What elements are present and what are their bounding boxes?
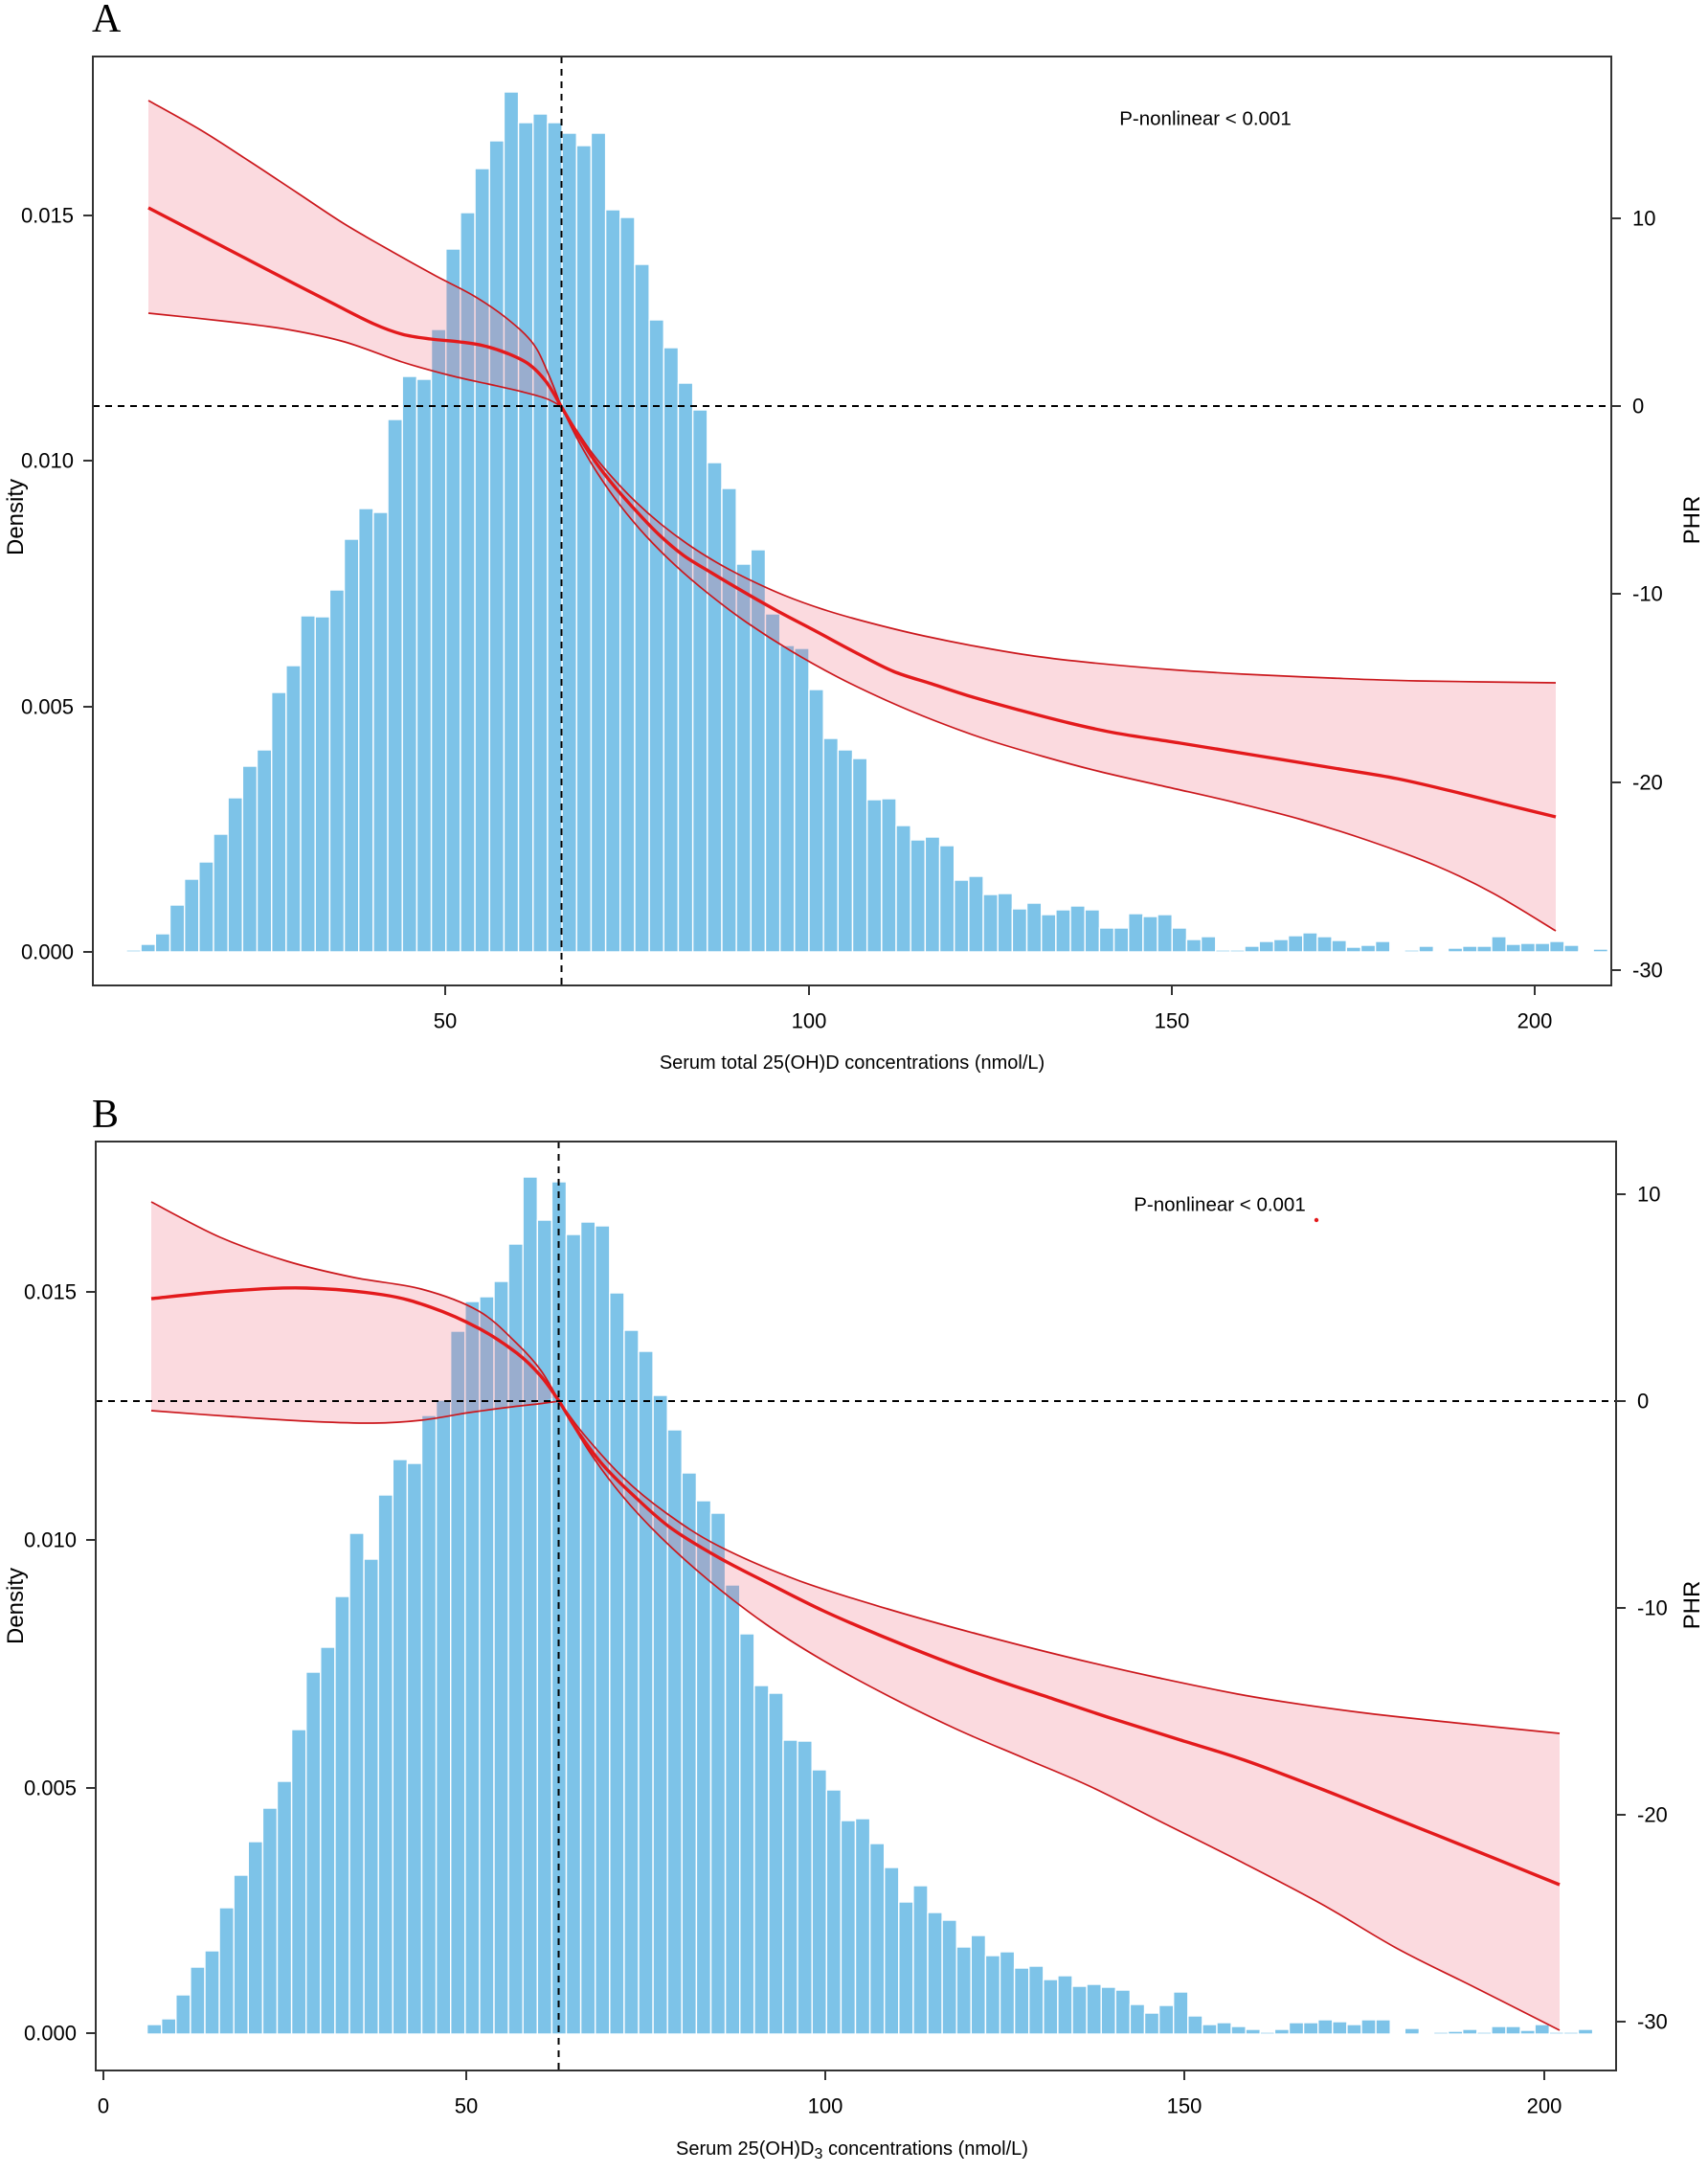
svg-text:A: A [92,0,122,41]
svg-text:100: 100 [808,2094,843,2118]
svg-text:P-nonlinear < 0.001: P-nonlinear < 0.001 [1134,1194,1306,1216]
svg-text:-30: -30 [1637,2010,1668,2034]
svg-text:150: 150 [1155,1009,1190,1033]
svg-text:50: 50 [455,2094,478,2118]
svg-text:0.000: 0.000 [24,2022,77,2046]
svg-text:10: 10 [1632,207,1655,231]
svg-text:0.015: 0.015 [21,204,74,228]
svg-text:-30: -30 [1632,959,1663,983]
svg-text:0: 0 [98,2094,109,2118]
svg-text:Density: Density [3,1568,29,1644]
svg-text:0.005: 0.005 [24,1776,77,1800]
svg-text:-20: -20 [1632,771,1663,795]
svg-text:PHR: PHR [1679,1581,1705,1630]
svg-text:0.010: 0.010 [21,449,74,473]
svg-text:0.015: 0.015 [24,1280,77,1304]
svg-text:0: 0 [1637,1390,1649,1414]
svg-text:100: 100 [792,1009,827,1033]
svg-text:B: B [92,1093,119,1137]
svg-text:Serum 25(OH)D3 concentrations: Serum 25(OH)D3 concentrations (nmol/L) [676,2138,1028,2162]
svg-text:0: 0 [1632,395,1644,419]
svg-text:PHR: PHR [1679,496,1705,545]
svg-text:200: 200 [1527,2094,1562,2118]
svg-text:10: 10 [1637,1183,1660,1207]
svg-text:-10: -10 [1637,1596,1668,1620]
svg-text:P-nonlinear < 0.001: P-nonlinear < 0.001 [1119,108,1292,130]
svg-text:-20: -20 [1637,1803,1668,1827]
svg-text:0.000: 0.000 [21,940,74,964]
svg-text:200: 200 [1517,1009,1553,1033]
svg-text:150: 150 [1167,2094,1202,2118]
svg-text:50: 50 [434,1009,457,1033]
svg-text:0.005: 0.005 [21,695,74,719]
svg-text:-10: -10 [1632,582,1663,606]
svg-text:Serum total 25(OH)D concentrat: Serum total 25(OH)D concentrations (nmol… [660,1052,1045,1074]
svg-text:Density: Density [3,479,29,555]
svg-text:0.010: 0.010 [24,1528,77,1552]
